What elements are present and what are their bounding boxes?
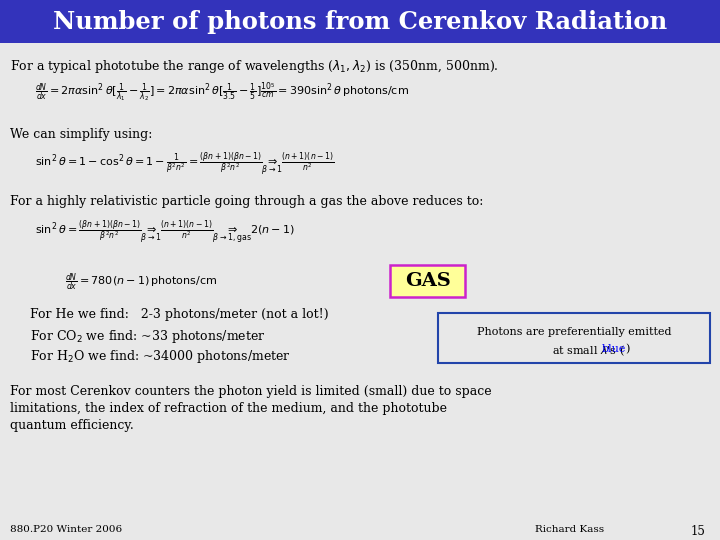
Text: For H$_2$O we find: ~34000 photons/meter: For H$_2$O we find: ~34000 photons/meter [30, 348, 291, 365]
Text: We can simplify using:: We can simplify using: [10, 128, 153, 141]
Text: For a typical phototube the range of wavelengths ($\lambda_1, \lambda_2$) is (35: For a typical phototube the range of wav… [10, 58, 499, 75]
Text: $\sin^2\theta = 1 - \cos^2\theta = 1 - \frac{1}{\beta^2 n^2} = \frac{(\beta n+1): $\sin^2\theta = 1 - \cos^2\theta = 1 - \… [35, 150, 335, 179]
Text: For CO$_2$ we find: ~33 photons/meter: For CO$_2$ we find: ~33 photons/meter [30, 328, 266, 345]
Text: blue: blue [602, 344, 626, 354]
Text: ): ) [625, 344, 629, 354]
Bar [390, 265, 465, 297]
Text: For most Cerenkov counters the photon yield is limited (small) due to space: For most Cerenkov counters the photon yi… [10, 385, 492, 398]
Text: at small $\lambda$'s (: at small $\lambda$'s ( [552, 344, 625, 359]
Text: Richard Kass: Richard Kass [535, 525, 604, 534]
Text: GAS: GAS [405, 272, 451, 290]
Text: $\frac{dN}{dx} = 780(n-1)\,\mathrm{photons/cm}$: $\frac{dN}{dx} = 780(n-1)\,\mathrm{photo… [65, 272, 217, 293]
Bar [0, 0, 720, 43]
Text: limitations, the index of refraction of the medium, and the phototube: limitations, the index of refraction of … [10, 402, 447, 415]
Text: $\sin^2\theta = \frac{(\beta n+1)(\beta n-1)}{\beta^2 n^2} \underset{\beta\to 1}: $\sin^2\theta = \frac{(\beta n+1)(\beta … [35, 218, 294, 247]
Text: quantum efficiency.: quantum efficiency. [10, 419, 134, 432]
Text: Photons are preferentially emitted: Photons are preferentially emitted [477, 327, 671, 337]
Text: For He we find:   2-3 photons/meter (not a lot!): For He we find: 2-3 photons/meter (not a… [30, 308, 328, 321]
Text: 15: 15 [690, 525, 705, 538]
Text: For a highly relativistic particle going through a gas the above reduces to:: For a highly relativistic particle going… [10, 195, 483, 208]
Text: $\frac{dN}{dx} = 2\pi\alpha\sin^2\theta[\frac{1}{\lambda_1} - \frac{1}{\lambda_2: $\frac{dN}{dx} = 2\pi\alpha\sin^2\theta[… [35, 82, 409, 104]
Text: Number of photons from Cerenkov Radiation: Number of photons from Cerenkov Radiatio… [53, 10, 667, 33]
Bar [438, 313, 710, 363]
Text: 880.P20 Winter 2006: 880.P20 Winter 2006 [10, 525, 122, 534]
